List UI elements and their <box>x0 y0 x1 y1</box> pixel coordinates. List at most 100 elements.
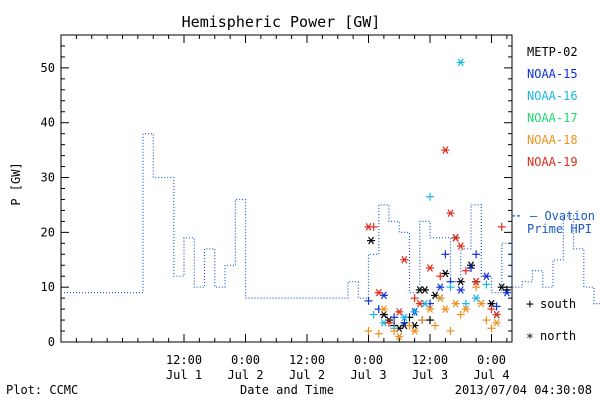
south-point <box>364 327 373 336</box>
south-point <box>369 310 378 319</box>
south-point <box>482 280 491 289</box>
star-d2 <box>457 277 464 286</box>
star-d2 <box>432 291 439 300</box>
x-tick-date-label: Jul 3 <box>350 368 386 382</box>
south-point <box>426 316 434 325</box>
south-point <box>390 313 399 322</box>
star-d2 <box>365 223 372 231</box>
legend-item: NOAA-17 <box>527 111 578 125</box>
south-point <box>472 283 481 292</box>
south-point <box>369 222 378 231</box>
star-d2 <box>457 58 464 67</box>
north-point <box>492 318 501 327</box>
legend-item: METP-02 <box>527 45 578 59</box>
star-d2 <box>427 305 433 313</box>
north-point <box>415 299 424 308</box>
north-point <box>472 294 481 302</box>
series-metp-02 <box>367 233 511 333</box>
x-tick-date-label: Jul 2 <box>227 368 263 382</box>
south-point <box>418 316 427 325</box>
south-point <box>410 307 419 316</box>
north-point <box>426 305 434 313</box>
south-point <box>482 316 491 325</box>
south-point <box>492 302 501 311</box>
legend-item: NOAA-16 <box>527 89 578 103</box>
series-noaa-19 <box>364 146 506 327</box>
south-point <box>400 318 409 327</box>
star-d2 <box>416 286 423 294</box>
north-point <box>420 286 429 294</box>
y-axis-label: P [GW] <box>9 162 23 205</box>
north-point <box>456 58 465 67</box>
south-point <box>467 263 475 272</box>
north-point <box>400 255 409 264</box>
south-point <box>472 250 481 259</box>
marker-key-label: south <box>540 297 576 311</box>
star-d2 <box>483 272 490 281</box>
south-point <box>374 329 383 338</box>
series-noaa-15 <box>364 250 511 327</box>
star-d2 <box>473 277 480 286</box>
star-d2 <box>442 305 449 313</box>
star-d2 <box>478 299 485 308</box>
north-point <box>410 327 419 335</box>
footer-timestamp: 2013/07/04 04:30:08 <box>455 383 592 397</box>
north-point <box>482 272 491 281</box>
north-point <box>502 288 511 297</box>
star-d2 <box>401 313 408 322</box>
star-d2 <box>380 318 387 327</box>
star-d2 <box>498 283 505 292</box>
ovation-prime-line <box>61 133 600 305</box>
marker-key-glyph: + <box>526 297 534 312</box>
north-point <box>379 305 388 313</box>
star-d2 <box>493 318 500 327</box>
star-d2 <box>368 236 375 245</box>
south-point <box>497 222 506 231</box>
x-tick-time-label: 0:00 <box>477 353 506 367</box>
legend: METP-02 NOAA-15 NOAA-16 NOAA-17 NOAA-18 NOAA-… <box>527 45 578 169</box>
star-d2 <box>462 305 469 313</box>
north-point <box>456 242 465 250</box>
x-tick-date-label: Jul 1 <box>166 368 202 382</box>
south-point <box>410 294 419 303</box>
star-d2 <box>457 286 464 294</box>
star-d2 <box>437 294 444 302</box>
series-noaa-16 <box>369 58 501 333</box>
marker-key: + south ∗ north <box>526 297 576 344</box>
star-d2 <box>396 332 403 341</box>
star-d2 <box>452 233 459 242</box>
star-d2 <box>411 327 418 335</box>
y-tick-label: 0 <box>48 335 55 349</box>
plot-frame <box>60 34 513 343</box>
north-point <box>436 283 445 292</box>
north-point <box>451 233 460 242</box>
y-tick-label: 20 <box>41 225 55 239</box>
star-d2 <box>401 255 408 264</box>
y-axis: 0 10 20 30 40 50 <box>41 45 512 349</box>
star-d2 <box>416 299 423 308</box>
south-point <box>390 327 399 336</box>
south-point <box>436 272 445 281</box>
south-point <box>446 283 455 292</box>
y-tick-label: 30 <box>41 171 55 185</box>
star-d2 <box>375 288 382 297</box>
x-tick-time-label: 0:00 <box>354 353 383 367</box>
ovation-prime-step-line <box>61 133 600 305</box>
satellite-points <box>364 58 511 341</box>
south-point <box>364 296 373 305</box>
star-d2 <box>442 146 449 154</box>
marker-key-glyph: ∗ <box>526 329 534 344</box>
north-point <box>446 209 455 218</box>
series-noaa-18 <box>364 283 501 341</box>
x-tick-date-label: Jul 2 <box>289 368 325 382</box>
south-point <box>487 305 496 314</box>
south-point <box>456 310 465 319</box>
y-tick-label: 10 <box>41 280 55 294</box>
legend-item: NOAA-15 <box>527 67 578 81</box>
star-d2 <box>457 242 464 250</box>
legend-item: NOAA-19 <box>527 155 578 169</box>
south-point <box>431 321 440 330</box>
ovation-legend-line1: — Ovation <box>530 209 595 223</box>
